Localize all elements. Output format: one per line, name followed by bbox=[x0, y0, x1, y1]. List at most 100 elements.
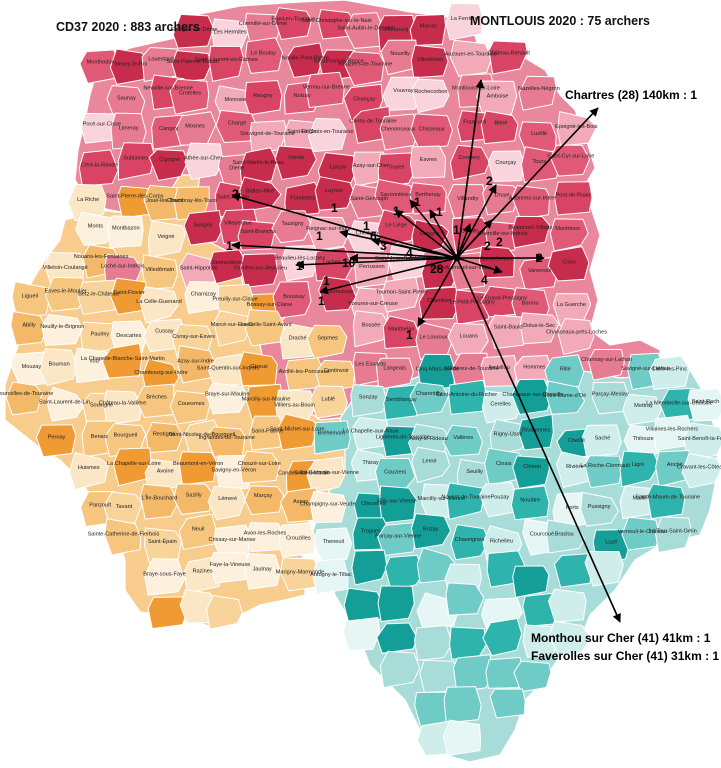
commune-label: Monts bbox=[88, 224, 103, 230]
commune-area bbox=[411, 446, 451, 484]
commune-label: Sainte-Catherine-de-Fierbois bbox=[87, 532, 159, 538]
commune-label: Druye bbox=[495, 192, 510, 198]
commune-label: Civray-sur-Esves bbox=[172, 334, 215, 340]
commune-label: Neuvy-le-Roi bbox=[115, 62, 147, 68]
commune-area bbox=[344, 51, 385, 87]
commune-area bbox=[488, 40, 528, 75]
commune-area bbox=[169, 78, 210, 115]
commune-label: Thilouze bbox=[633, 436, 654, 442]
commune-label: Huismes bbox=[78, 465, 100, 471]
commune-area bbox=[271, 210, 313, 244]
commune-area bbox=[103, 491, 143, 529]
commune-label: Limeray bbox=[119, 126, 139, 132]
commune-label: Trogues bbox=[361, 529, 382, 535]
commune-label: Saint-Jean-Saint-Germain bbox=[375, 256, 440, 262]
commune-label: Chinon bbox=[523, 464, 541, 470]
commune-label: Marçay bbox=[254, 493, 273, 499]
commune-label: Villeloin-Coulangé bbox=[43, 265, 88, 271]
commune-label: Louestault bbox=[148, 57, 174, 63]
commune-area bbox=[46, 386, 85, 422]
commune-label: Saint-Christophe-sur-le-Nais bbox=[301, 18, 372, 24]
commune-label: Sonzay bbox=[359, 394, 378, 400]
commune-area bbox=[73, 347, 113, 384]
commune-label: Le Liège bbox=[385, 223, 406, 229]
commune-area bbox=[44, 276, 88, 312]
commune-label: Chargé bbox=[228, 120, 246, 126]
commune-area bbox=[314, 176, 355, 211]
commune-label: Hommes bbox=[523, 365, 546, 371]
commune-label: Verneuil-sur-Indre bbox=[447, 265, 491, 271]
commune-label: Ballan-Miré bbox=[246, 189, 274, 195]
commune-area bbox=[512, 565, 550, 598]
commune-label: La Riche bbox=[77, 197, 99, 203]
commune-label: Mazières-de-Touraine bbox=[445, 366, 499, 372]
commune-area bbox=[544, 354, 585, 389]
commune-label: Chanceaux-près-Loches bbox=[546, 330, 607, 336]
commune-label: Tours bbox=[532, 159, 546, 165]
commune-label: Chezelles bbox=[361, 501, 386, 507]
commune-area bbox=[683, 422, 721, 460]
commune-label: Restigné bbox=[153, 432, 175, 438]
destination-faverolles: Faverolles sur Cher (41) 31km : 1 bbox=[531, 649, 720, 663]
commune-label: Verneuil-le-Château bbox=[618, 529, 667, 535]
commune-area bbox=[103, 390, 143, 426]
commune-label: Couziers bbox=[384, 470, 406, 476]
commune-area bbox=[41, 313, 83, 346]
commune-area bbox=[449, 39, 493, 77]
commune-area bbox=[450, 524, 490, 561]
commune-label: Epeigné-les-Bois bbox=[555, 124, 597, 130]
commune-label: Athée-sur-Cher bbox=[184, 156, 222, 162]
commune-area bbox=[107, 215, 144, 249]
commune-area bbox=[208, 45, 244, 82]
commune-area bbox=[687, 388, 721, 422]
count-label: 1 bbox=[316, 229, 323, 243]
commune-label: Montrésor bbox=[555, 226, 580, 232]
commune-label: Crouzilles bbox=[286, 535, 311, 541]
commune-label: Le Boulay bbox=[251, 50, 276, 56]
commune-label: Montlouis-sur-Loire bbox=[452, 86, 500, 92]
commune-label: La Ferrière bbox=[451, 16, 478, 22]
commune-area bbox=[10, 310, 47, 346]
commune-label: Saint-Patrice bbox=[251, 428, 283, 434]
commune-label: Sublaines bbox=[123, 155, 148, 161]
commune-label: Joué-lès-Tours bbox=[146, 198, 183, 204]
commune-area bbox=[681, 453, 721, 489]
commune-label: Ligueil bbox=[22, 294, 38, 300]
commune-area bbox=[545, 380, 586, 415]
commune-label: Lignières-de-Touraine bbox=[376, 434, 430, 440]
commune-area bbox=[313, 420, 351, 455]
count-label: 4 bbox=[481, 273, 488, 287]
commune-label: Cheillé bbox=[568, 438, 585, 444]
commune-label: Loches bbox=[323, 259, 341, 265]
commune-label: Louans bbox=[460, 333, 479, 339]
count-label: 1 bbox=[296, 259, 303, 273]
commune-area bbox=[655, 516, 692, 553]
commune-label: Neuilly-le-Brignon bbox=[40, 324, 84, 330]
commune-label: Sennevières bbox=[212, 260, 243, 266]
commune-area bbox=[519, 312, 560, 345]
commune-area bbox=[448, 379, 488, 415]
commune-label: Braslou bbox=[555, 531, 574, 537]
commune-label: Candes-Saint-Martin bbox=[278, 471, 329, 477]
count-label: 2 bbox=[484, 239, 491, 253]
commune-area bbox=[237, 220, 276, 251]
commune-area bbox=[445, 582, 485, 616]
commune-label: Saint-Laurent-de-Lin bbox=[39, 400, 90, 406]
commune-area bbox=[351, 416, 390, 451]
commune-label: Champigny-sur-Veude bbox=[300, 501, 356, 507]
commune-label: Savonnières bbox=[380, 192, 411, 198]
commune-area bbox=[309, 385, 348, 419]
commune-label: Artannes-sur-Indre bbox=[509, 195, 556, 201]
commune-label: Neuville-sur-Brenne bbox=[143, 86, 192, 92]
commune-label: Villedômer bbox=[417, 57, 443, 63]
commune-area bbox=[205, 594, 244, 630]
commune-label: Chaveignes bbox=[455, 537, 485, 543]
commune-label: Preuilly-sur-Claise bbox=[212, 297, 257, 303]
flow-arrows bbox=[231, 79, 621, 623]
count-label: 6 bbox=[370, 229, 377, 243]
commune-area bbox=[584, 455, 623, 489]
commune-label: Chambray-lès-Tours bbox=[167, 198, 218, 204]
count-label: 2 bbox=[486, 174, 493, 188]
commune-area bbox=[144, 527, 182, 565]
commune-label: Assay bbox=[293, 499, 308, 505]
